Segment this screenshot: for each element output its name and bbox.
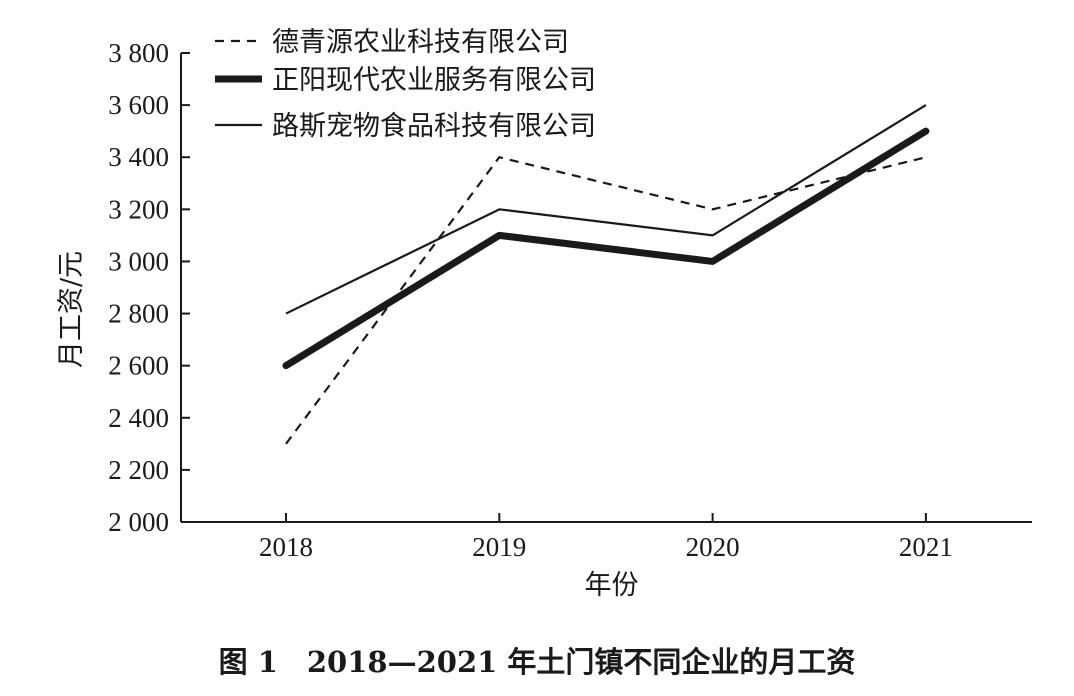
y-tick-label: 3 000 [108,246,169,276]
y-tick-label: 3 200 [108,194,169,224]
legend-label: 正阳现代农业服务有限公司 [272,65,596,96]
y-axis-ticks: 2 000 2 200 2 400 2 600 2 800 3 000 3 200 3 400… [108,38,190,537]
figure-caption: 图 1 2018—2021 年土门镇不同企业的月工资 [219,645,856,679]
series-line-3 [285,104,927,315]
x-axis-ticks: 2018 2019 2020 2021 [259,513,953,562]
series-layer [282,104,930,445]
x-tick-label: 2021 [899,532,953,562]
x-tick-label: 2020 [686,532,740,562]
series-line-2 [282,127,930,370]
y-tick-label: 2 200 [108,455,169,485]
x-tick-label: 2019 [472,532,526,562]
y-tick-label: 2 800 [108,299,169,329]
legend-label: 德青源农业科技有限公司 [272,27,569,58]
y-axis-title: 月工资/元 [56,251,87,368]
y-tick-label: 3 800 [108,38,169,68]
x-axis-title: 年份 [585,570,639,601]
y-tick-label: 3 600 [108,90,169,120]
y-tick-label: 2 400 [108,403,169,433]
x-tick-label: 2018 [259,532,313,562]
series-line-1 [285,155,927,445]
y-tick-label: 3 400 [108,142,169,172]
legend-label: 路斯宠物食品科技有限公司 [272,111,596,142]
y-tick-label: 2 000 [108,507,169,537]
y-tick-label: 2 600 [108,351,169,381]
